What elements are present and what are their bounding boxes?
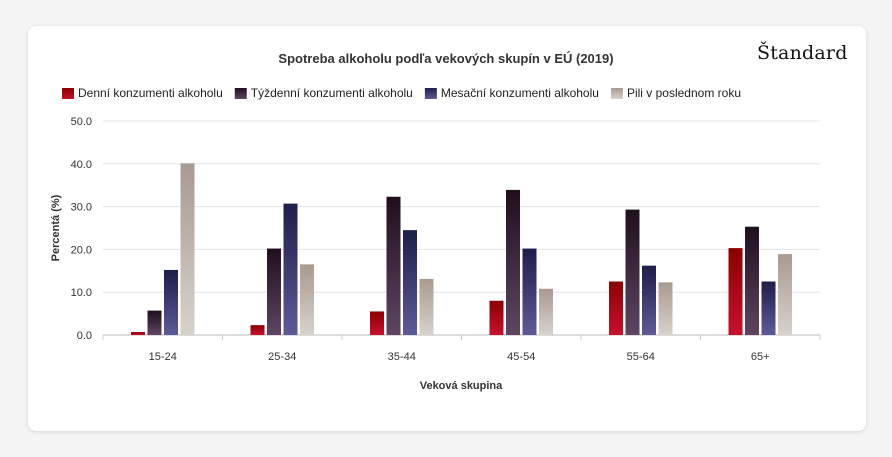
legend-label[interactable]: Denní konzumenti alkoholu [78,86,223,100]
bar[interactable] [539,288,553,335]
y-tick-label: 20.0 [71,244,92,256]
x-tick-label: 25-34 [268,351,296,363]
bar[interactable] [642,265,656,335]
bar[interactable] [658,282,673,335]
bar[interactable] [370,311,384,335]
bar[interactable] [745,226,759,335]
legend-swatch[interactable] [610,88,623,99]
legend-swatch[interactable] [62,88,74,99]
bar[interactable] [147,310,162,335]
bar[interactable] [180,163,195,335]
bar[interactable] [609,281,623,336]
x-tick-label: 55-64 [627,351,655,363]
bar[interactable] [625,209,640,335]
legend-label[interactable]: Mesační konzumenti alkoholu [441,86,599,100]
bar[interactable] [267,248,281,335]
bar[interactable] [489,300,504,335]
y-tick-label: 0.0 [77,330,92,342]
x-tick-label: 15-24 [149,351,177,363]
bar[interactable] [386,196,401,335]
bar[interactable] [164,269,178,335]
chart-card [28,26,866,431]
bars [131,163,792,335]
bar[interactable] [131,332,145,335]
legend-swatch[interactable] [234,88,247,99]
bar[interactable] [403,230,417,335]
y-tick-label: 40.0 [71,159,92,171]
bar[interactable] [419,278,434,335]
bar[interactable] [300,264,314,335]
y-tick-label: 30.0 [71,202,92,214]
x-axis-title: Veková skupina [420,380,503,392]
legend-swatch[interactable] [424,88,437,99]
legend: Denní konzumenti alkoholu Týždenní konzum… [62,86,741,100]
bar[interactable] [283,203,298,335]
x-axis-ticks: 15-24 25-34 35-44 45-54 55-64 65+ [102,335,821,363]
bar[interactable] [778,254,792,335]
bar[interactable] [761,281,776,336]
bar[interactable] [728,248,743,335]
chart-title: Spotreba alkoholu podľa vekových skupín … [278,51,613,66]
legend-label[interactable]: Pili v poslednom roku [627,86,741,100]
y-axis-title: Percentá (%) [50,194,62,261]
x-tick-label: 65+ [751,351,770,363]
y-tick-label: 10.0 [71,287,92,299]
bar[interactable] [506,189,520,335]
bar[interactable] [522,248,537,335]
x-tick-label: 45-54 [507,351,535,363]
y-tick-label: 50.0 [71,116,92,128]
brand-logo: Štandard [757,42,848,64]
bar[interactable] [250,325,265,335]
x-tick-label: 35-44 [388,351,416,363]
legend-label[interactable]: Týždenní konzumenti alkoholu [251,86,413,100]
